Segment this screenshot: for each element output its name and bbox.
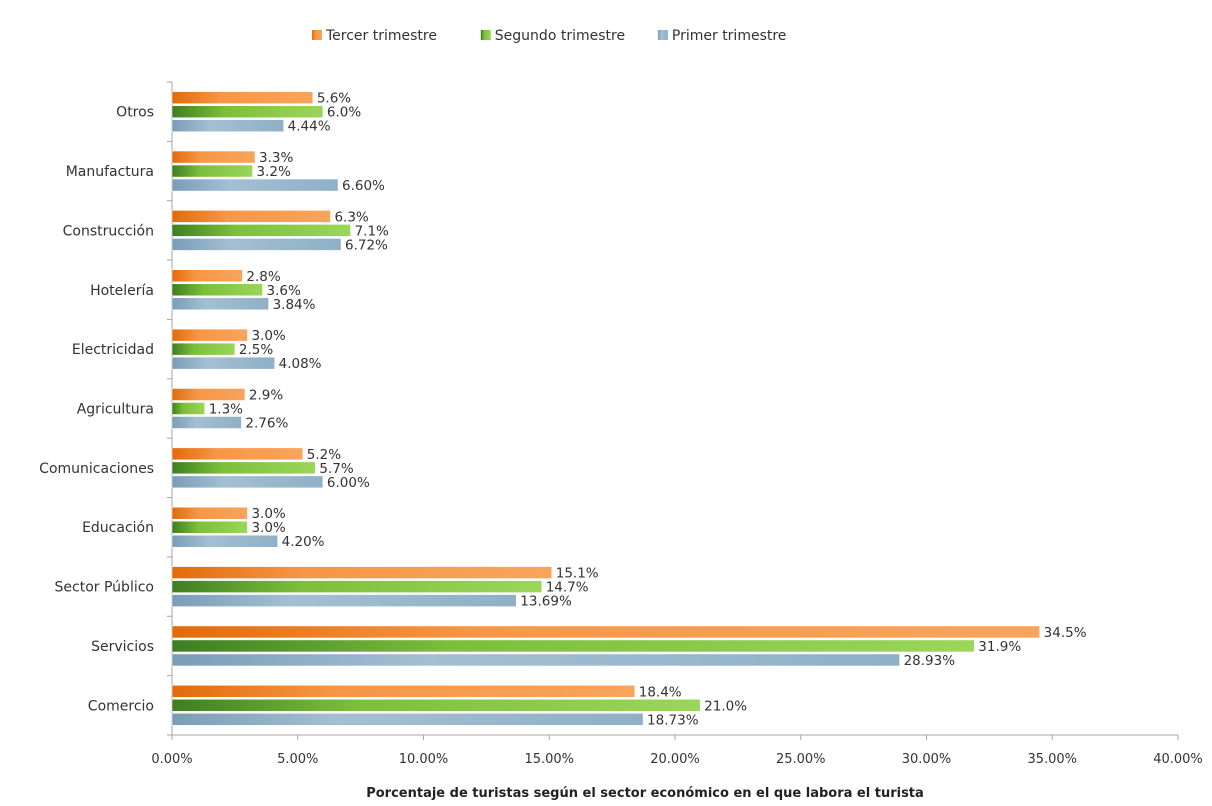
data-label: 3.0% [251, 506, 285, 522]
legend-swatch [480, 30, 491, 40]
x-tick-label: 35.00% [1027, 752, 1077, 767]
bar [171, 447, 304, 461]
x-tick-label: 10.00% [399, 752, 449, 767]
bar [171, 461, 316, 475]
data-label: 3.3% [259, 150, 293, 166]
data-label: 18.73% [647, 712, 699, 728]
data-label: 15.1% [556, 566, 599, 582]
category-label: Agricultura [77, 402, 154, 418]
data-label: 4.44% [288, 119, 331, 135]
bar [171, 594, 517, 607]
bar [171, 178, 339, 192]
bar [171, 119, 284, 132]
bar [171, 506, 248, 520]
data-label: 2.9% [249, 388, 283, 404]
category-label: Comercio [88, 698, 154, 714]
data-label: 4.20% [282, 534, 325, 550]
legend-swatch [657, 30, 668, 40]
x-tick-label: 40.00% [1153, 752, 1203, 767]
category-label: Servicios [91, 639, 154, 655]
data-label: 28.93% [904, 653, 956, 669]
bar [171, 150, 256, 164]
bar [171, 699, 701, 712]
bar [171, 713, 644, 726]
bar [171, 328, 248, 342]
bar [171, 388, 246, 401]
data-label: 4.08% [279, 356, 322, 372]
category-label: Comunicaciones [39, 461, 154, 477]
data-label: 21.0% [704, 698, 747, 714]
x-tick-label: 15.00% [524, 752, 574, 767]
x-tick-label: 30.00% [902, 752, 952, 767]
category-label: Electricidad [72, 342, 154, 358]
data-label: 2.76% [245, 416, 288, 432]
bar [171, 639, 975, 653]
data-label: 5.7% [319, 461, 353, 477]
bar [171, 224, 351, 237]
data-label: 31.9% [978, 639, 1021, 655]
bar [171, 342, 236, 356]
bar [171, 269, 243, 283]
bar [171, 580, 542, 593]
bar [171, 653, 900, 667]
category-label: Hotelería [90, 283, 154, 299]
data-label: 7.1% [355, 223, 389, 239]
x-axis-title: Porcentaje de turistas según el sector e… [366, 786, 924, 801]
bar [171, 566, 553, 579]
data-label: 2.5% [239, 342, 273, 358]
category-label: Construcción [63, 223, 154, 239]
bar [171, 685, 636, 698]
bar [171, 416, 242, 429]
bar [171, 283, 263, 297]
x-tick-label: 20.00% [650, 752, 700, 767]
data-label: 3.0% [251, 328, 285, 344]
data-label: 3.0% [251, 520, 285, 536]
category-label: Manufactura [66, 164, 154, 180]
data-label: 6.3% [334, 209, 368, 225]
bar [171, 238, 342, 251]
bar [171, 210, 331, 223]
data-label: 34.5% [1044, 625, 1087, 641]
bar [171, 105, 324, 118]
legend-swatch [312, 30, 322, 40]
bar [171, 625, 1040, 639]
bar [171, 475, 324, 489]
legend-label: Segundo trimestre [495, 28, 625, 44]
data-label: 3.84% [273, 297, 316, 313]
data-label: 6.60% [342, 178, 385, 194]
data-label: 5.2% [307, 447, 341, 463]
data-label: 6.00% [327, 475, 370, 491]
legend-label: Primer trimestre [672, 28, 787, 44]
data-label: 6.0% [327, 105, 361, 121]
x-tick-label: 25.00% [776, 752, 826, 767]
x-tick-label: 5.00% [277, 752, 318, 767]
bar [171, 402, 205, 415]
data-label: 3.6% [267, 283, 301, 299]
x-tick-label: 0.00% [151, 752, 192, 767]
bar [171, 520, 248, 534]
bar [171, 297, 269, 311]
category-label: Otros [116, 105, 154, 121]
bar [171, 356, 275, 370]
category-label: Sector Público [55, 580, 154, 596]
bar [171, 164, 253, 178]
category-label: Educación [82, 520, 154, 536]
data-label: 5.6% [317, 91, 351, 107]
data-label: 6.72% [345, 237, 388, 253]
bar [171, 91, 314, 104]
data-label: 3.2% [256, 164, 290, 180]
data-label: 18.4% [639, 684, 682, 700]
legend-label: Tercer trimestre [325, 28, 437, 44]
bar [171, 534, 278, 548]
data-label: 1.3% [209, 402, 243, 418]
data-label: 14.7% [546, 580, 589, 596]
data-label: 13.69% [520, 594, 572, 610]
data-label: 2.8% [246, 269, 280, 285]
